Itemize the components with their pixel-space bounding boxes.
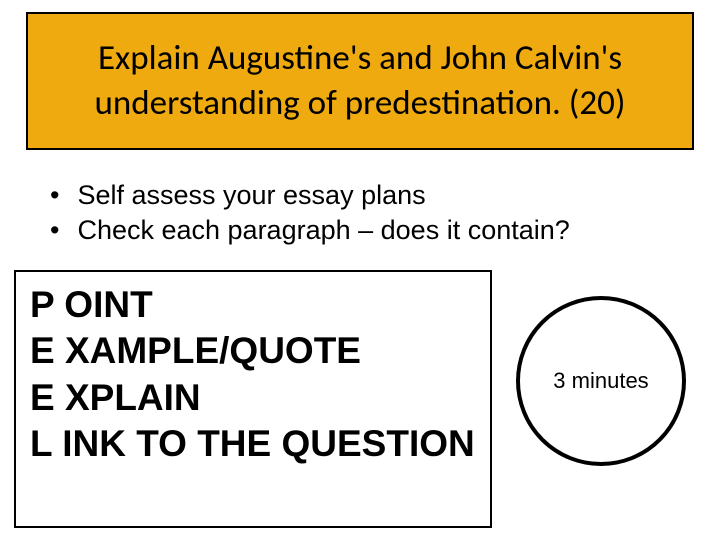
circle-shape: 3 minutes (516, 296, 686, 466)
title-text: Explain Augustine's and John Calvin's un… (48, 36, 672, 127)
bullet-item: • Self assess your essay plans (50, 178, 570, 213)
peel-line: P OINT (30, 282, 476, 328)
bullet-list: • Self assess your essay plans • Check e… (50, 178, 570, 248)
peel-box: P OINT E XAMPLE/QUOTE E XPLAIN L INK TO … (14, 270, 492, 528)
timer-label: 3 minutes (553, 368, 648, 394)
bullet-dot-icon: • (50, 213, 59, 248)
peel-line: L INK TO THE QUESTION (30, 421, 476, 467)
title-box: Explain Augustine's and John Calvin's un… (26, 12, 694, 150)
peel-line: E XPLAIN (30, 375, 476, 421)
bullet-text: Self assess your essay plans (77, 178, 425, 213)
peel-line: E XAMPLE/QUOTE (30, 328, 476, 374)
bullet-dot-icon: • (50, 178, 59, 213)
bullet-text: Check each paragraph – does it contain? (77, 213, 569, 248)
bullet-item: • Check each paragraph – does it contain… (50, 213, 570, 248)
timer-circle: 3 minutes (516, 296, 686, 466)
